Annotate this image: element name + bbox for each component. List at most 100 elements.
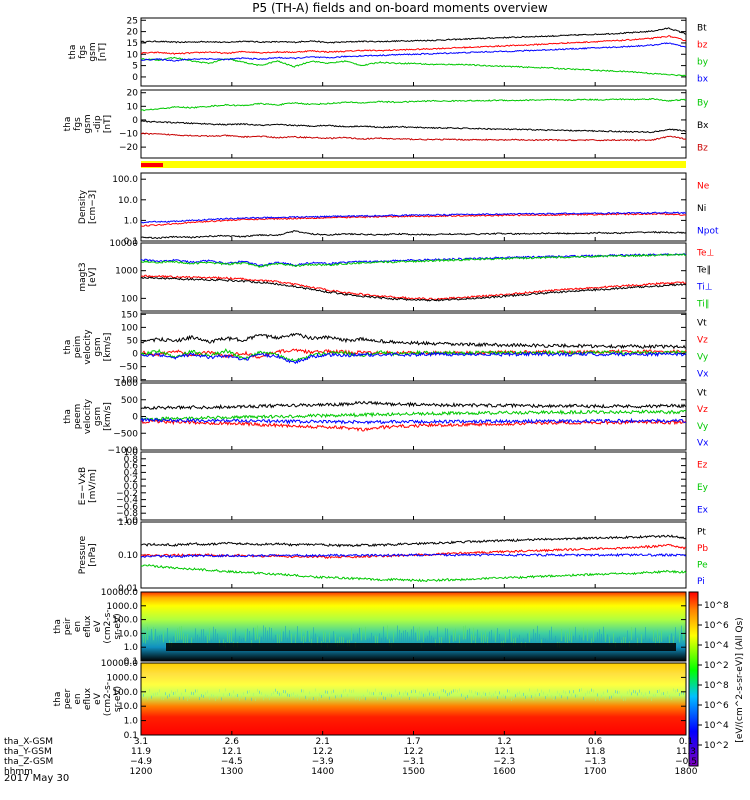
heatmap-cell bbox=[677, 688, 678, 692]
heatmap-cell bbox=[475, 691, 476, 695]
heatmap-cell bbox=[377, 697, 378, 701]
heatmap-cell bbox=[579, 688, 580, 692]
y-axis-label: sr-eV) bbox=[113, 686, 123, 712]
heatmap-cell bbox=[251, 697, 252, 701]
heatmap-cell bbox=[159, 635, 160, 645]
heatmap-cell bbox=[383, 696, 384, 700]
heatmap-cell bbox=[231, 694, 232, 698]
heatmap-cell bbox=[373, 636, 374, 645]
heatmap-cell bbox=[477, 629, 478, 642]
heatmap-cell bbox=[253, 627, 254, 641]
heatmap-cell bbox=[641, 691, 642, 695]
y-tick-label: 15 bbox=[127, 39, 138, 49]
heatmap-cell bbox=[681, 691, 682, 695]
legend-Ey: Ey bbox=[697, 483, 709, 493]
y-tick-label: 5 bbox=[132, 62, 138, 72]
heatmap-cell bbox=[511, 697, 512, 701]
heatmap-cell bbox=[667, 636, 668, 645]
y-tick-label: 0.1 bbox=[124, 731, 138, 741]
heatmap-cell bbox=[277, 691, 278, 695]
y-tick-label: 150 bbox=[121, 310, 138, 320]
y-axis-label: eV bbox=[93, 620, 103, 633]
heatmap-cell bbox=[601, 634, 602, 644]
heatmap-cell bbox=[263, 625, 264, 640]
status-bar-red bbox=[141, 163, 163, 167]
heatmap-cell bbox=[637, 637, 638, 646]
y-tick-label: 0.10 bbox=[118, 551, 138, 561]
heatmap-cell bbox=[599, 697, 600, 701]
heatmap-cell bbox=[423, 693, 424, 697]
legend-Vt: Vt bbox=[697, 319, 707, 329]
heatmap-cell bbox=[467, 629, 468, 642]
heatmap-cell bbox=[213, 694, 214, 698]
x-axis-row-label: tha_Y-GSM bbox=[4, 747, 52, 757]
heatmap-cell bbox=[593, 689, 594, 693]
legend-Pt: Pt bbox=[697, 527, 706, 537]
heatmap-cell bbox=[391, 694, 392, 698]
heatmap-cell bbox=[163, 631, 164, 643]
y-tick-label: 10.0 bbox=[118, 629, 138, 639]
heatmap-cell bbox=[309, 691, 310, 695]
heatmap-cell bbox=[181, 692, 182, 696]
heatmap-cell bbox=[433, 693, 434, 697]
series-line-Bx bbox=[140, 120, 686, 134]
heatmap-cell bbox=[519, 691, 520, 695]
legend-Ni: Ni bbox=[697, 204, 706, 214]
heatmap-cell bbox=[369, 691, 370, 695]
heatmap-cell bbox=[489, 631, 490, 643]
legend-Vy: Vy bbox=[697, 353, 709, 363]
heatmap-cell bbox=[329, 632, 330, 643]
heatmap-cell bbox=[653, 630, 654, 642]
heatmap-cell bbox=[431, 690, 432, 694]
heatmap-cell bbox=[631, 692, 632, 696]
heatmap-cell bbox=[419, 626, 420, 640]
heatmap-cell bbox=[679, 631, 680, 643]
heatmap-cell bbox=[387, 693, 388, 697]
heatmap-cell bbox=[573, 635, 574, 645]
heatmap-cell bbox=[357, 696, 358, 700]
heatmap-cell bbox=[683, 691, 684, 695]
heatmap-cell bbox=[535, 693, 536, 697]
panel-3: 100.0 10.0 1.0 0.1 Density [cm−3] Ne Ni Npot bbox=[78, 172, 719, 247]
heatmap-cell bbox=[335, 633, 336, 644]
heatmap-cell bbox=[247, 690, 248, 694]
y-tick-label: 100.0 bbox=[112, 688, 138, 698]
heatmap-cell bbox=[203, 629, 204, 642]
heatmap-cell bbox=[273, 691, 274, 695]
heatmap-cell bbox=[383, 626, 384, 640]
legend-Pe: Pe bbox=[697, 560, 708, 570]
y-axis-label: (cm2-s- bbox=[103, 682, 113, 716]
heatmap-cell bbox=[245, 629, 246, 642]
y-axis-label: en bbox=[73, 621, 83, 632]
heatmap-cell bbox=[169, 693, 170, 697]
heatmap-cell bbox=[397, 693, 398, 697]
heatmap-cell bbox=[217, 695, 218, 699]
series-line-Vz bbox=[140, 348, 687, 359]
colorbar-tick-label: 10^8 bbox=[704, 681, 729, 691]
colorbar-tick-label: 10^2 bbox=[704, 741, 729, 751]
heatmap-cell bbox=[401, 695, 402, 699]
y-axis-label: sr-eV) bbox=[113, 613, 123, 639]
heatmap-cell bbox=[315, 633, 316, 644]
series-line-Ti∥ bbox=[140, 253, 687, 269]
heatmap-cell bbox=[649, 638, 650, 646]
heatmap-cell bbox=[659, 689, 660, 693]
heatmap-cell bbox=[319, 693, 320, 697]
y-axis-label: tha bbox=[53, 692, 63, 707]
heatmap-cell bbox=[395, 689, 396, 693]
heatmap-cell bbox=[205, 636, 206, 645]
legend-Bz: Bz bbox=[697, 144, 708, 154]
heatmap-cell bbox=[563, 690, 564, 694]
y-axis-label: tha bbox=[63, 409, 73, 424]
heatmap-cell bbox=[581, 637, 582, 646]
y-tick-label: 100.0 bbox=[112, 616, 138, 626]
series-line-Vt bbox=[140, 332, 687, 350]
heatmap-cell bbox=[369, 638, 370, 646]
heatmap-cell bbox=[431, 635, 432, 645]
heatmap-cell bbox=[227, 694, 228, 698]
y-tick-label: −0.4 bbox=[116, 496, 138, 506]
heatmap-cell bbox=[545, 638, 546, 646]
series-line-Pe bbox=[140, 563, 687, 583]
heatmap-cell bbox=[637, 692, 638, 696]
heatmap-cell bbox=[657, 629, 658, 642]
